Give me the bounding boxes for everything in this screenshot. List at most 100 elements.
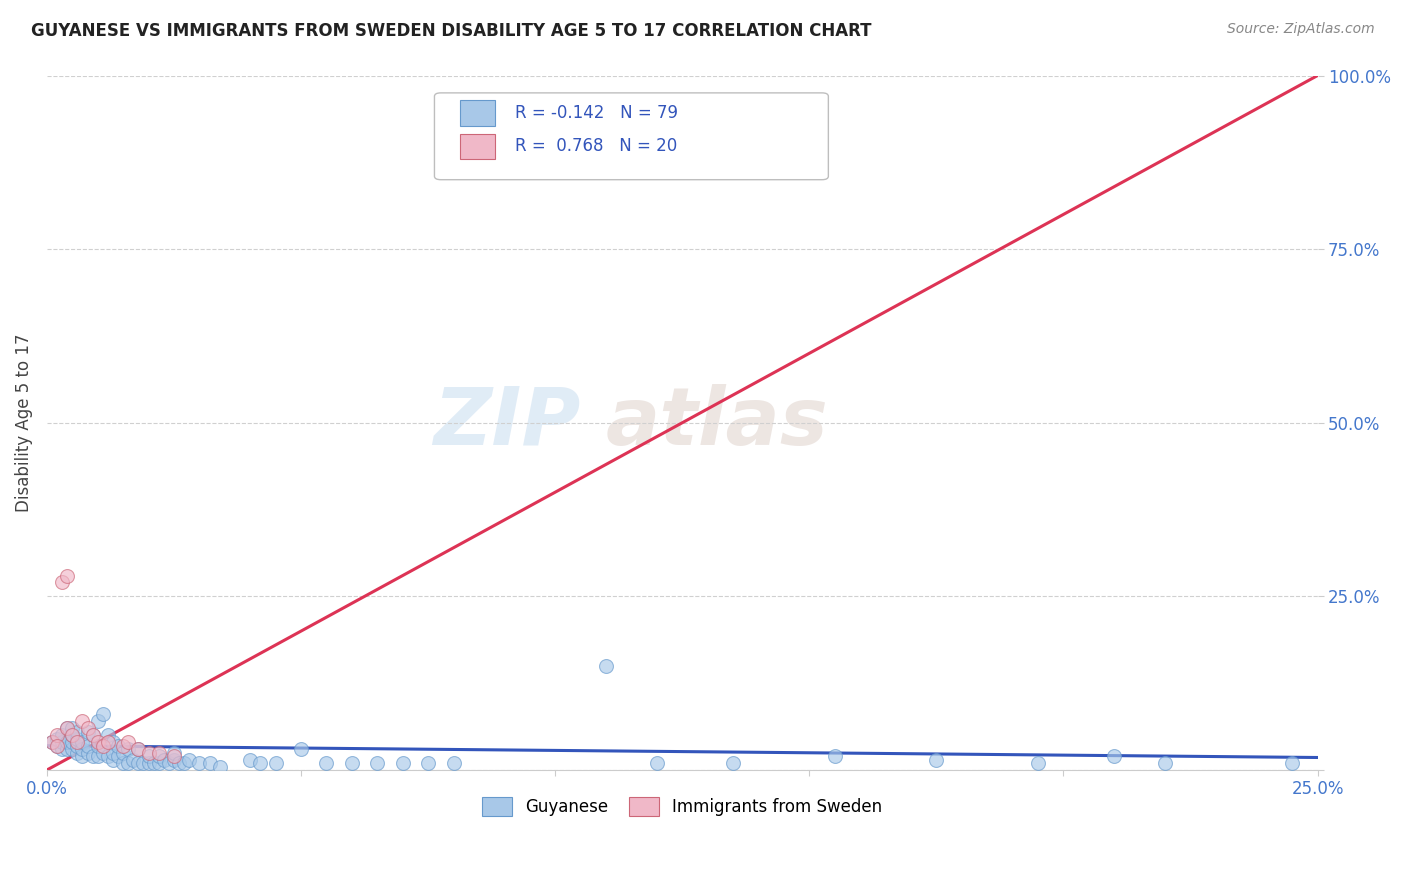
Point: [1281, 756, 1303, 770]
Point: [239, 753, 262, 767]
Point: [76, 746, 98, 760]
Point: [340, 756, 363, 770]
Point: [249, 756, 271, 770]
Point: [66, 735, 89, 749]
Point: [66, 731, 89, 746]
Point: [60, 722, 83, 736]
Point: [56, 722, 79, 736]
Point: [91, 707, 114, 722]
Point: [264, 756, 287, 770]
Point: [51, 742, 73, 756]
Point: [101, 746, 124, 760]
Point: [1104, 749, 1126, 764]
Point: [122, 753, 145, 767]
Point: [127, 756, 149, 770]
Point: [72, 714, 94, 729]
Point: [148, 756, 170, 770]
Point: [107, 749, 129, 764]
Point: [51, 735, 73, 749]
Point: [127, 742, 149, 756]
Text: atlas: atlas: [606, 384, 828, 462]
Point: [112, 746, 135, 760]
Point: [91, 746, 114, 760]
Point: [97, 749, 120, 764]
Point: [76, 724, 98, 739]
Point: [179, 753, 201, 767]
Point: [112, 739, 135, 753]
Text: GUYANESE VS IMMIGRANTS FROM SWEDEN DISABILITY AGE 5 TO 17 CORRELATION CHART: GUYANESE VS IMMIGRANTS FROM SWEDEN DISAB…: [31, 22, 872, 40]
Point: [117, 756, 139, 770]
Point: [97, 728, 120, 742]
Point: [188, 756, 211, 770]
Point: [86, 735, 108, 749]
Point: [1154, 756, 1177, 770]
Point: [315, 756, 337, 770]
Point: [138, 746, 160, 760]
Legend: Guyanese, Immigrants from Sweden: Guyanese, Immigrants from Sweden: [474, 789, 890, 824]
Point: [72, 742, 94, 756]
Point: [107, 739, 129, 753]
Point: [46, 731, 69, 746]
Point: [56, 568, 79, 582]
Point: [51, 728, 73, 742]
Point: [824, 749, 846, 764]
Point: [72, 749, 94, 764]
Point: [60, 742, 83, 756]
Point: [41, 735, 63, 749]
Point: [101, 753, 124, 767]
Point: [86, 714, 108, 729]
Point: [86, 739, 108, 753]
Point: [97, 735, 120, 749]
Point: [152, 753, 174, 767]
Point: [391, 756, 413, 770]
Point: [51, 575, 73, 590]
Text: ZIP: ZIP: [433, 384, 581, 462]
Point: [46, 739, 69, 753]
Point: [46, 728, 69, 742]
Point: [595, 658, 617, 673]
Point: [127, 742, 149, 756]
Point: [208, 759, 231, 773]
Point: [112, 756, 135, 770]
Point: [721, 756, 744, 770]
Point: [86, 749, 108, 764]
Point: [72, 735, 94, 749]
Point: [1026, 756, 1049, 770]
Bar: [460, 134, 495, 159]
Text: R = -0.142   N = 79: R = -0.142 N = 79: [515, 103, 678, 122]
Point: [167, 756, 190, 770]
Point: [290, 742, 312, 756]
Point: [173, 756, 195, 770]
Point: [138, 756, 160, 770]
Point: [117, 742, 139, 756]
Point: [366, 756, 388, 770]
Point: [138, 749, 160, 764]
Point: [117, 735, 139, 749]
Point: [82, 728, 104, 742]
FancyBboxPatch shape: [434, 93, 828, 179]
Point: [163, 746, 186, 760]
Point: [56, 742, 79, 756]
Point: [148, 749, 170, 764]
Text: Source: ZipAtlas.com: Source: ZipAtlas.com: [1227, 22, 1375, 37]
Point: [163, 753, 186, 767]
Point: [76, 739, 98, 753]
Point: [101, 735, 124, 749]
Point: [60, 728, 83, 742]
Point: [82, 749, 104, 764]
Point: [148, 746, 170, 760]
Point: [198, 756, 221, 770]
Point: [66, 739, 89, 753]
Point: [56, 735, 79, 749]
Point: [60, 735, 83, 749]
Point: [163, 749, 186, 764]
Point: [60, 728, 83, 742]
Point: [157, 756, 180, 770]
Point: [132, 756, 155, 770]
Y-axis label: Disability Age 5 to 17: Disability Age 5 to 17: [15, 334, 32, 512]
Point: [41, 735, 63, 749]
Point: [443, 756, 465, 770]
Point: [66, 746, 89, 760]
Bar: [460, 100, 495, 126]
Point: [925, 753, 948, 767]
